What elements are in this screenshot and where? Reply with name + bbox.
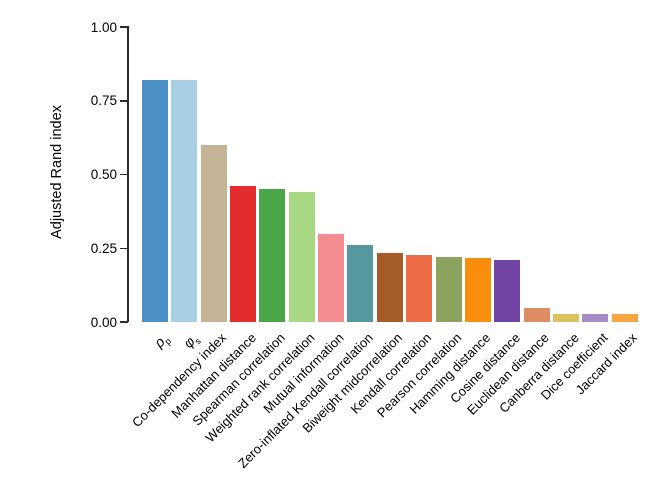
bar (259, 189, 286, 322)
y-tick-mark (120, 26, 128, 28)
bar (142, 80, 168, 322)
bar (523, 307, 550, 322)
y-tick-label: 0.50 (90, 167, 117, 182)
bar (464, 258, 491, 322)
y-tick-label: 0.00 (90, 314, 117, 330)
bar (435, 256, 462, 322)
y-tick-mark (120, 321, 128, 323)
bar (230, 186, 257, 322)
y-axis-title: Adjusted Rand index (49, 105, 65, 239)
y-tick-label: 1.00 (90, 19, 117, 35)
bar (611, 314, 638, 322)
bar (347, 245, 374, 322)
y-tick-label: 0.75 (90, 93, 117, 109)
y-tick-mark (120, 100, 128, 102)
bar (200, 145, 227, 322)
bar (171, 80, 198, 322)
bar (376, 252, 403, 322)
bar (406, 254, 433, 322)
bar (494, 260, 521, 322)
y-tick-mark (120, 173, 128, 176)
bar (582, 313, 609, 322)
y-tick-label: 0.25 (90, 240, 117, 256)
bar (318, 233, 345, 322)
bar (288, 192, 315, 322)
bar (552, 313, 579, 322)
y-tick-mark (120, 247, 128, 249)
x-axis-label: ρp (151, 330, 173, 352)
